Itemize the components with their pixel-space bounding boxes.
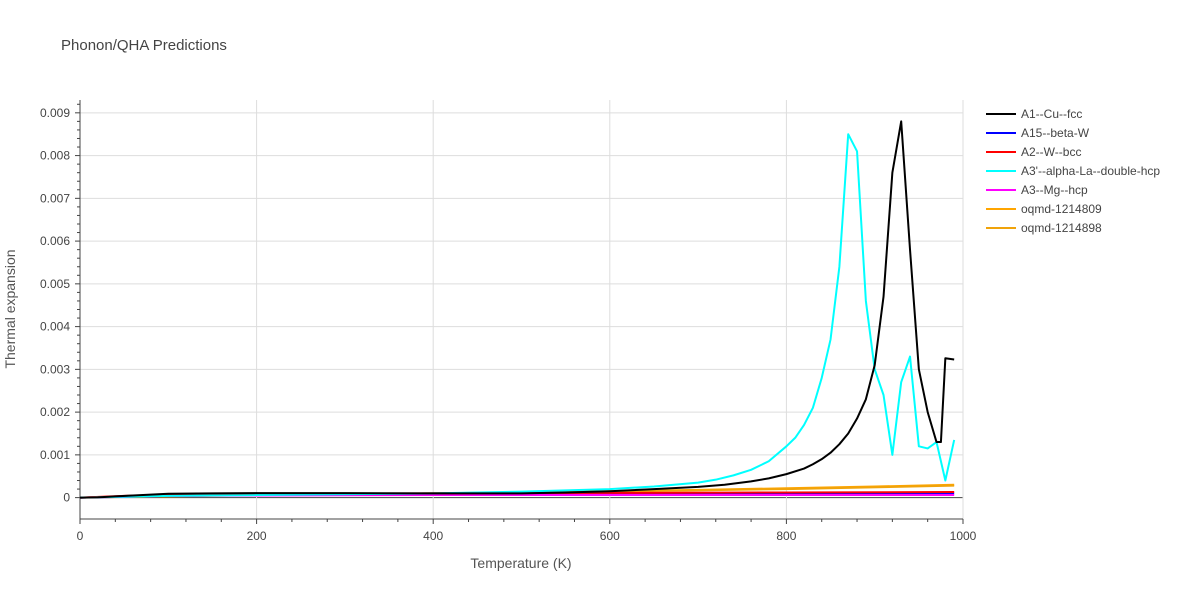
legend-label: A15--beta-W bbox=[1021, 126, 1090, 140]
legend-label: A2--W--bcc bbox=[1021, 145, 1081, 159]
x-tick-label: 1000 bbox=[950, 529, 977, 543]
x-tick-label: 600 bbox=[600, 529, 620, 543]
y-tick-label: 0 bbox=[63, 491, 70, 505]
y-tick-label: 0.006 bbox=[40, 234, 70, 248]
legend-label: A1--Cu--fcc bbox=[1021, 107, 1082, 121]
axes bbox=[75, 100, 964, 524]
series-line-a3-alpha-la-double-hcp bbox=[79, 133, 956, 499]
plot-area bbox=[79, 120, 956, 499]
x-tick-label: 400 bbox=[423, 529, 443, 543]
legend: A1--Cu--fcc A15--beta-W A2--W--bcc A3'--alp… bbox=[986, 107, 1160, 235]
legend-label: oqmd-1214809 bbox=[1021, 202, 1102, 216]
y-tick-label: 0.001 bbox=[40, 448, 70, 462]
y-tick-label: 0.009 bbox=[40, 106, 70, 120]
x-tick-label: 800 bbox=[776, 529, 796, 543]
y-tick-label: 0.008 bbox=[40, 149, 70, 163]
x-axis-title: Temperature (K) bbox=[470, 555, 571, 571]
legend-label: A3--Mg--hcp bbox=[1021, 183, 1088, 197]
series-line-a1-cu-fcc bbox=[79, 120, 955, 499]
y-tick-label: 0.003 bbox=[40, 362, 70, 376]
y-tick-label: 0.002 bbox=[40, 405, 70, 419]
chart-title: Phonon/QHA Predictions bbox=[61, 37, 227, 54]
grid-lines bbox=[80, 100, 964, 519]
y-tick-label: 0.005 bbox=[40, 277, 70, 291]
y-tick-label: 0.004 bbox=[40, 320, 70, 334]
legend-label: A3'--alpha-La--double-hcp bbox=[1021, 164, 1160, 178]
tick-labels: 0 0.001 0.002 0.003 0.004 0.005 0.006 0.007 0.00… bbox=[40, 106, 977, 543]
y-tick-label: 0.007 bbox=[40, 191, 70, 205]
x-tick-label: 0 bbox=[77, 529, 84, 543]
y-axis-title: Thermal expansion bbox=[2, 249, 18, 368]
legend-label: oqmd-1214898 bbox=[1021, 221, 1102, 235]
x-tick-label: 200 bbox=[247, 529, 267, 543]
